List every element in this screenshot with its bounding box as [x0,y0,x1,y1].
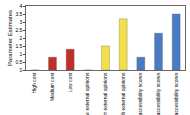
svg-text:1: 1 [20,51,23,57]
svg-text:2: 2 [20,35,23,41]
svg-text:Low cost: Low cost [67,72,73,92]
svg-text:Medium cost: Medium cost [49,72,55,101]
svg-text:1.5: 1.5 [15,43,22,49]
svg-text:Low external opinions: Low external opinions [84,72,90,115]
svg-text:Medium accessibility scores: Medium accessibility scores [155,72,161,115]
svg-text:High cost: High cost [31,72,37,93]
svg-text:4: 4 [20,3,23,9]
svg-text:3: 3 [20,19,23,25]
svg-text:0.5: 0.5 [15,59,22,65]
svg-text:High external opinions: High external opinions [120,72,126,115]
svg-text:High accessibility scores: High accessibility scores [173,72,179,115]
svg-text:0: 0 [20,67,23,73]
svg-text:3.5: 3.5 [15,11,22,17]
svg-text:2.5: 2.5 [15,27,22,33]
svg-text:Low accessibility scores: Low accessibility scores [137,72,143,115]
svg-text:Medium external opinions: Medium external opinions [102,72,108,115]
svg-text:Parameter Estimates: Parameter Estimates [7,10,13,66]
